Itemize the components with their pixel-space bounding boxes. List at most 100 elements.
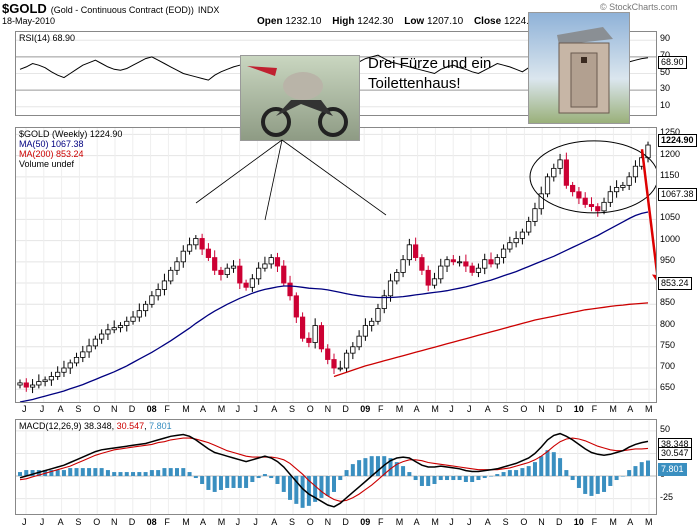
macd-month-label: 09 [360,517,371,527]
macd-legend-prefix: MACD(12,26,9) [19,421,82,431]
price-month-label: 08 [146,404,157,414]
price-candle-body [281,265,287,284]
price-month-label: O [520,404,528,414]
price-candle-body [526,221,532,233]
price-candle-body [400,259,406,273]
rsi-axis-label: 70 [660,49,671,60]
macd-axis-label: -25 [660,491,674,502]
price-month-label: F [378,404,384,414]
price-candle-body [274,257,281,267]
macd-histogram-bar [583,476,588,494]
price-month-label: A [413,404,420,414]
price-candle-body [626,176,632,186]
price-candle-body [570,184,576,193]
macd-histogram-bar [105,470,110,477]
annotation-text: Drei Fürze und ein Toilettenhaus! [368,55,492,92]
macd-histogram-bar [118,472,123,477]
macd-histogram-bar [137,472,142,477]
rsi-value-tag: 68.90 [658,56,687,69]
price-month-label: M [645,404,653,414]
macd-histogram-bar [325,476,330,496]
macd-month-label: N [538,517,545,527]
ma50-legend: MA(50) 1067.38 [19,139,84,149]
price-candle-body [124,320,130,326]
price-axis-label: 1200 [660,148,681,159]
macd-histogram-bar [451,476,456,481]
price-candle-body [519,231,526,239]
macd-month-label: A [627,517,634,527]
macd-histogram-bar [80,468,85,477]
macd-histogram-bar [175,468,179,477]
macd-histogram-bar [595,476,600,494]
macd-histogram-bar [112,472,117,477]
price-candle-body [262,263,268,269]
price-candle-body [582,197,588,205]
macd-histogram-bar [501,472,506,477]
price-candle-body [130,316,136,322]
price-candle-body [256,267,262,280]
price-candle-body [293,295,299,318]
macd-histogram-bar [564,470,569,477]
price-candle-body [444,259,450,267]
macd-histogram-bar [520,468,525,477]
macd-histogram-bar [162,468,167,477]
price-candle-body [381,295,387,309]
price-candle-body [325,348,331,360]
macd-month-label: M [645,517,653,527]
motorcycle-drawing [247,66,348,137]
macd-histogram-bar [526,466,531,477]
price-candle-body [205,248,211,258]
price-month-label: D [128,404,136,414]
rsi-axis-label: 30 [660,83,671,94]
brand-watermark: © StockCharts.com [600,2,678,12]
macd-histogram-bar [250,476,255,483]
macd-histogram-bar [363,458,368,477]
price-candle-body [306,337,312,343]
macd-histogram-bar [231,476,236,488]
price-candle-body [29,384,36,388]
price-axis-label: 650 [660,382,676,393]
macd-histogram-bar [338,476,343,481]
price-candle-body [337,367,343,370]
price-candle-body [186,244,193,252]
price-month-label: M [609,404,617,414]
macd-histogram-bar [275,476,280,484]
price-candle-body [174,261,180,271]
macd-legend-hist: 7.801 [149,421,172,431]
ma200-legend: MA(200) 853.24 [19,149,84,159]
price-candle-body [55,371,61,377]
price-candle-body [500,248,507,258]
price-candle-body [199,238,205,250]
macd-histogram-bar [375,456,380,477]
macd-histogram-bar [18,472,22,477]
macd-histogram-bar [507,470,512,477]
price-candle-body [475,267,482,273]
macd-month-label: D [342,517,349,527]
price-candle-body [155,289,161,297]
ma50-line [19,211,649,402]
price-candle-body [614,187,620,193]
macd-histogram-bar [570,476,575,481]
price-candle-body [588,204,595,207]
price-candle-body [299,316,306,339]
macd-histogram-bar [269,476,274,479]
macd-histogram-bar [181,468,186,477]
macd-month-label: D [128,517,136,527]
macd-histogram-bar [244,476,249,488]
macd-histogram-bar [539,456,544,477]
price-candle-body [488,259,494,265]
price-axis-label: 800 [660,318,676,329]
macd-histogram-bar [332,476,336,492]
macd-month-label: N [324,517,332,527]
macd-histogram-bar [131,472,136,477]
price-candle-body [193,238,199,246]
price-month-label: A [57,404,64,414]
macd-histogram-bar [413,476,418,481]
price-candle-body [111,327,117,331]
high-value: 1242.30 [357,16,394,27]
price-candle-body [632,165,639,178]
chart-date: 18-May-2010 [2,16,56,26]
price-month-label: O [93,404,101,414]
macd-histogram-bar [470,476,475,483]
macd-histogram-bar [401,466,406,477]
